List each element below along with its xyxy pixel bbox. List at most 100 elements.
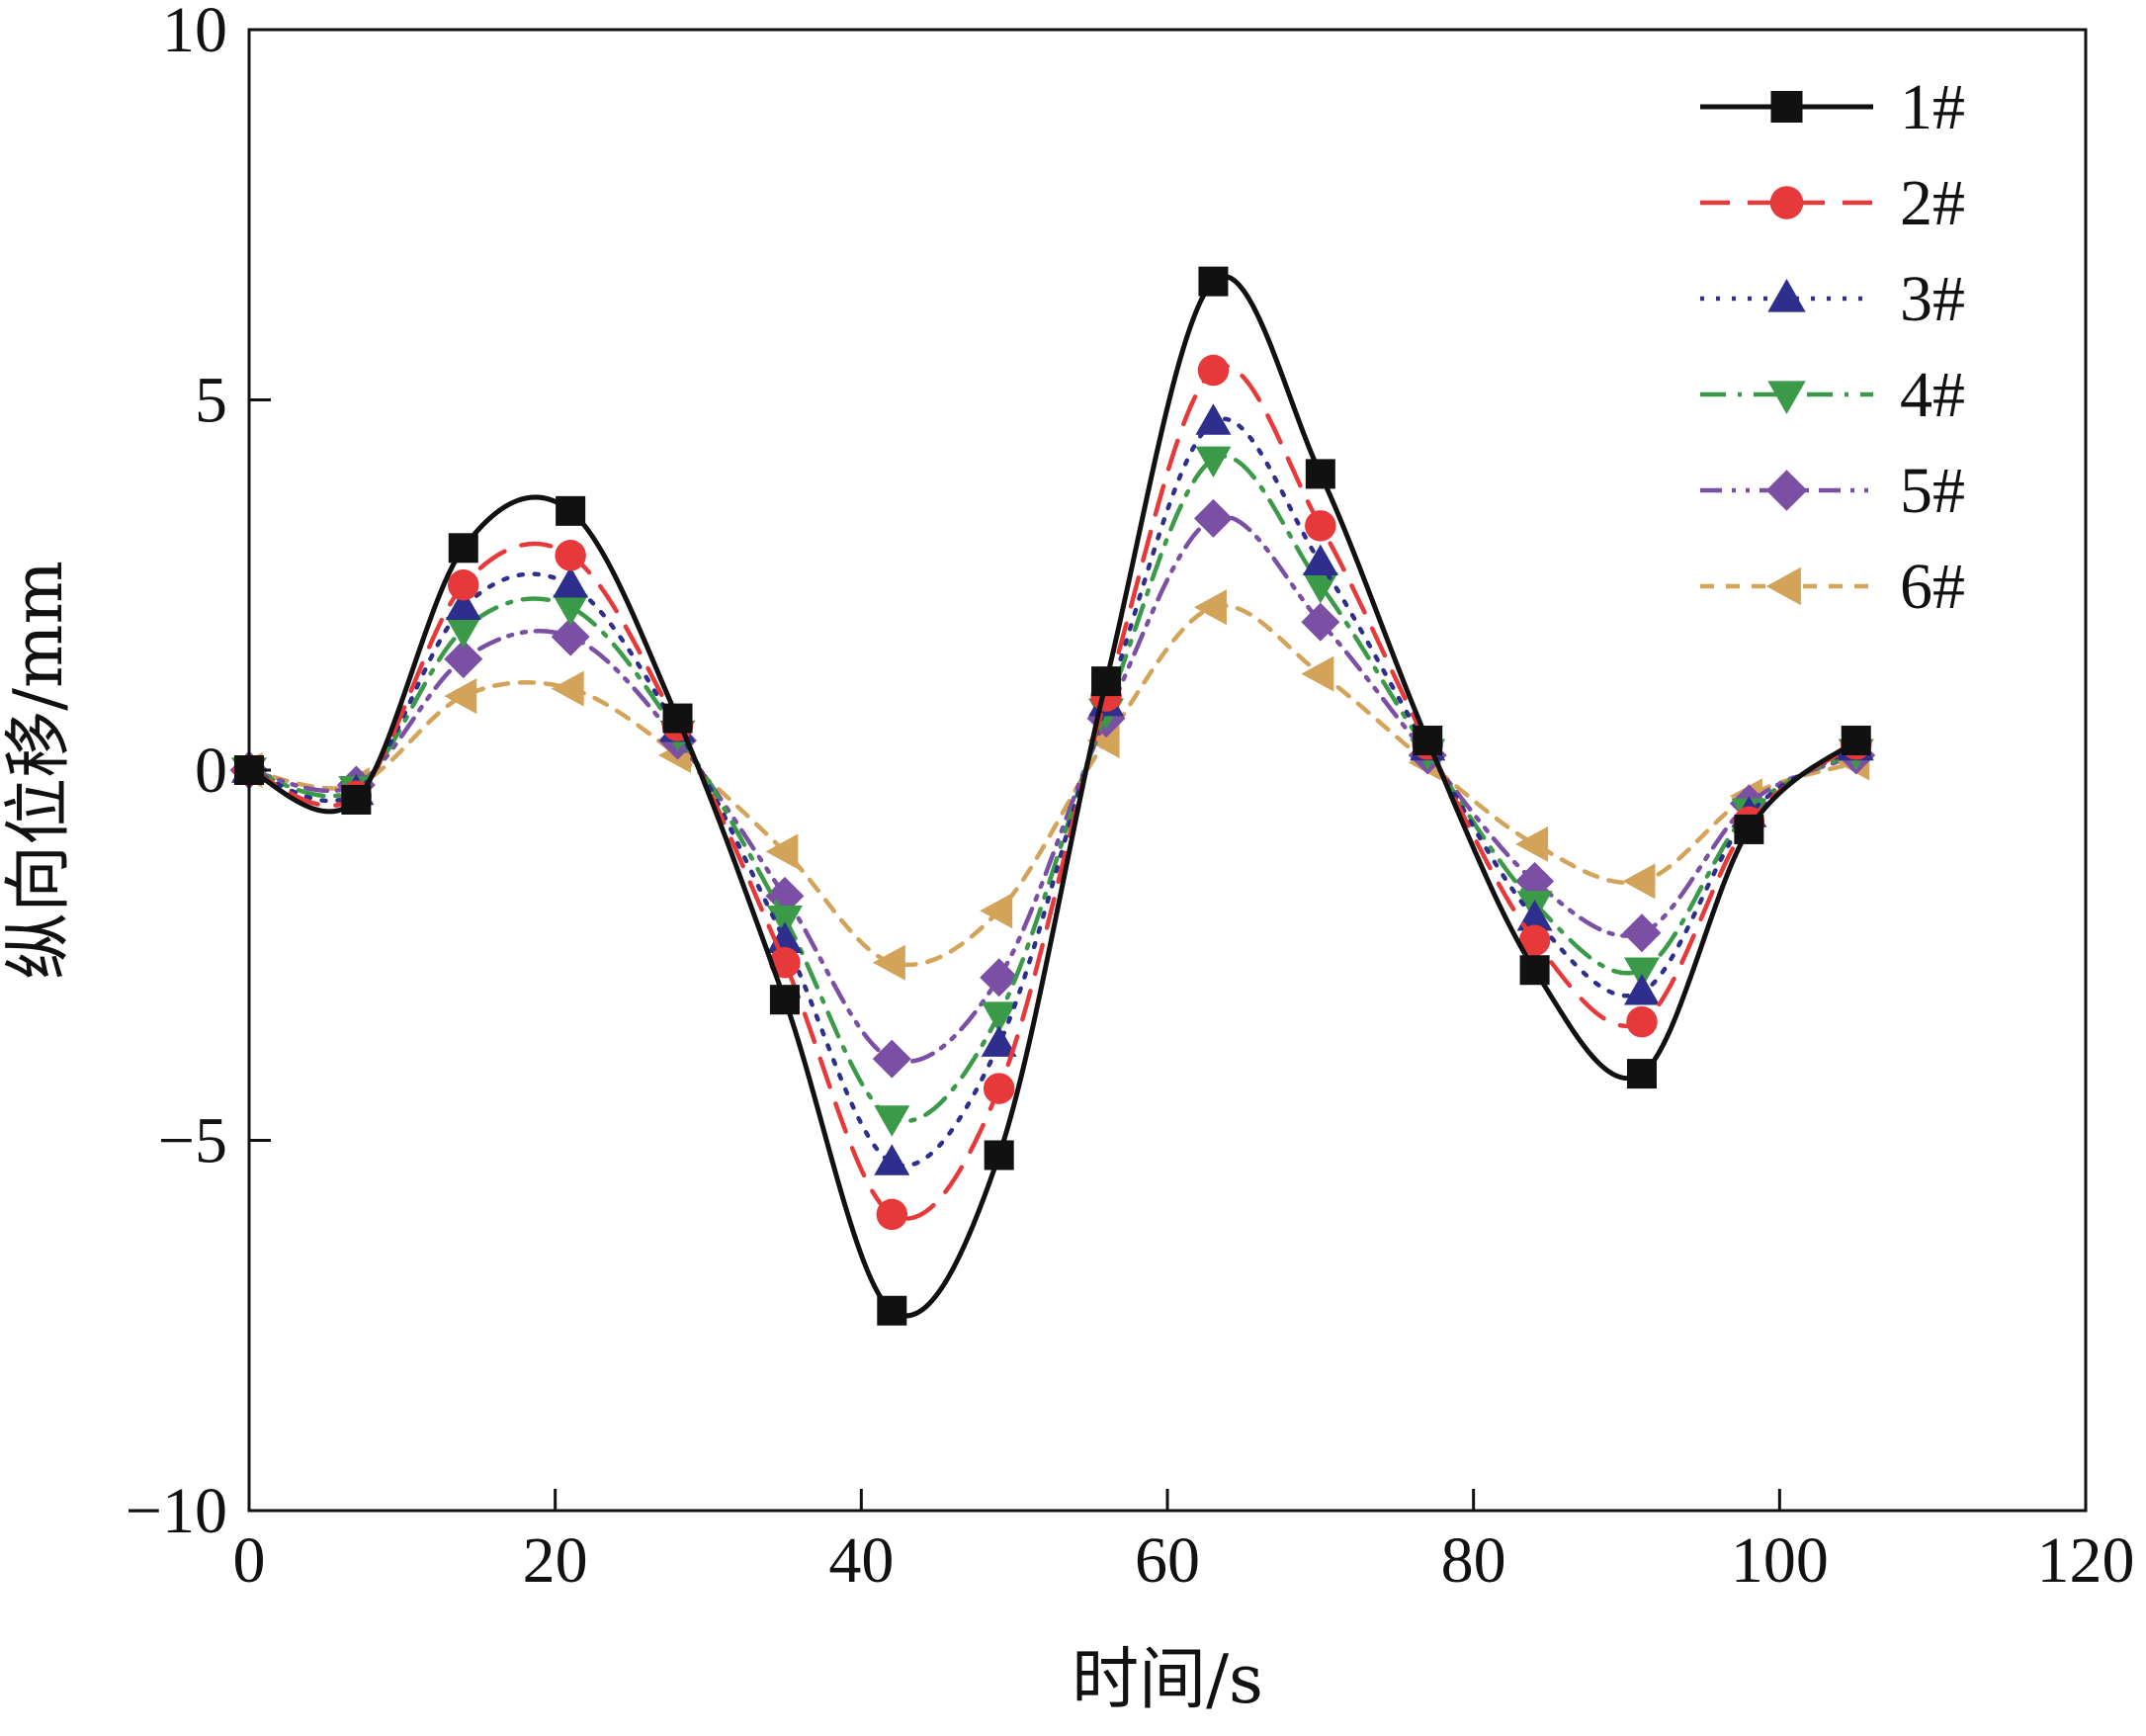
legend-label: 4# [1900, 359, 1965, 431]
x-tick-label: 20 [523, 1524, 588, 1597]
series-6 [229, 589, 1870, 981]
series-line-6 [246, 603, 1859, 968]
legend-item-4: 4# [1700, 359, 1965, 431]
data-point [874, 1105, 910, 1137]
y-tick-label: 10 [162, 0, 227, 66]
data-point [553, 594, 589, 626]
y-tick-label: −5 [158, 1105, 227, 1177]
data-point [1302, 544, 1338, 576]
y-tick-label: 0 [195, 735, 227, 807]
data-point [444, 678, 477, 715]
data-point [1413, 726, 1443, 756]
x-tick-label: 100 [1731, 1524, 1829, 1597]
data-point [981, 1001, 1017, 1033]
data-point [1626, 1005, 1658, 1038]
data-point [1302, 572, 1338, 604]
legend-item-5: 5# [1700, 455, 1965, 527]
series-line-4 [246, 454, 1859, 1124]
data-point [1301, 655, 1334, 692]
data-point [1622, 863, 1656, 900]
data-point [1305, 459, 1335, 489]
data-point [1841, 726, 1871, 756]
data-point [555, 540, 586, 571]
data-point [1622, 913, 1662, 953]
data-point [876, 1198, 908, 1231]
series-2 [233, 354, 1872, 1231]
data-point [1623, 973, 1660, 1005]
x-tick-label: 0 [233, 1524, 266, 1597]
data-point [551, 670, 584, 707]
x-tick-label: 80 [1441, 1524, 1506, 1597]
series-line-3 [246, 416, 1859, 1169]
data-point [1519, 955, 1550, 986]
data-point [1623, 957, 1660, 989]
x-tick-label: 60 [1135, 1524, 1200, 1597]
x-tick-label: 120 [2037, 1524, 2135, 1597]
data-point [983, 1073, 1015, 1104]
data-point [1195, 446, 1232, 478]
data-point [553, 566, 589, 598]
legend-marker [1770, 91, 1803, 123]
data-point [872, 1039, 911, 1079]
ticks-layer: 0 20 40 60 80 100 120 −10 −5 0 5 10 [126, 0, 2135, 1597]
data-point [445, 616, 481, 649]
data-point [1515, 825, 1549, 862]
data-point [877, 1295, 907, 1326]
data-point [1193, 589, 1227, 626]
data-point [1301, 602, 1340, 642]
data-point [872, 944, 905, 981]
legend-item-3: 3# [1700, 263, 1965, 335]
legend-label: 5# [1900, 455, 1965, 527]
data-point [341, 784, 372, 815]
legend-marker [1767, 381, 1806, 414]
legend-label: 3# [1900, 263, 1965, 335]
data-point [1193, 498, 1233, 538]
data-point [1195, 403, 1232, 435]
data-point [662, 703, 693, 734]
data-point [769, 946, 801, 979]
data-point [981, 1025, 1017, 1057]
data-point [1305, 510, 1336, 542]
legend-marker [1765, 470, 1808, 511]
data-point [448, 533, 478, 564]
data-point [448, 569, 479, 601]
data-point [1518, 924, 1551, 957]
data-point [1091, 666, 1122, 697]
data-point [769, 985, 800, 1015]
series-1 [234, 266, 1871, 1326]
data-point [766, 906, 803, 937]
legend-item-1: 1# [1700, 71, 1965, 143]
data-point [1626, 1059, 1657, 1089]
y-tick-label: 5 [195, 365, 227, 437]
data-point [1197, 354, 1230, 387]
series-line-2 [246, 364, 1859, 1221]
series-line-5 [246, 514, 1859, 1065]
data-point [984, 1140, 1014, 1171]
x-axis-label: 时间/s [1072, 1641, 1263, 1719]
data-point [1198, 266, 1229, 297]
data-point [765, 833, 799, 870]
data-point [551, 617, 590, 656]
legend-item-2: 2# [1700, 167, 1965, 239]
data-point [980, 958, 1019, 998]
data-point [445, 588, 481, 620]
data-point [980, 893, 1013, 929]
data-point [1516, 900, 1553, 931]
y-tick-label: −10 [126, 1475, 227, 1547]
legend-label: 2# [1900, 167, 1965, 239]
data-point [874, 1144, 910, 1175]
legend-marker [1767, 279, 1806, 312]
data-point [1734, 814, 1764, 844]
legend-marker [1769, 186, 1804, 219]
series-layer [229, 266, 1876, 1326]
series-line-1 [246, 274, 1859, 1319]
y-axis-label: 纵向位移/mm [0, 561, 78, 980]
legend-label: 1# [1900, 71, 1965, 143]
legend: 1# 2# 3# 4# 5# 6# [1700, 71, 1965, 623]
legend-marker [1765, 566, 1801, 606]
x-tick-label: 40 [828, 1524, 894, 1597]
data-point [556, 495, 586, 526]
legend-label: 6# [1900, 551, 1965, 623]
legend-item-6: 6# [1700, 551, 1965, 623]
